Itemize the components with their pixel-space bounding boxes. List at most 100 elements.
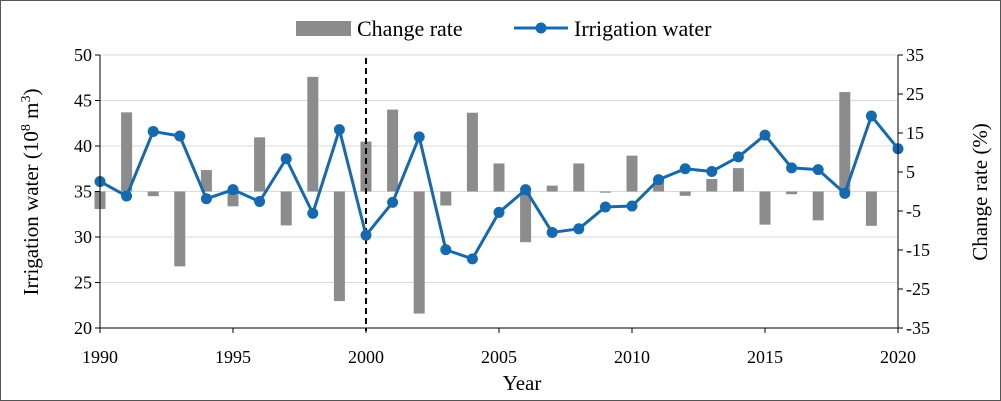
x-tick-label: 2010 [614, 347, 650, 367]
y-left-axis-title: Irrigation water (108 m3) [19, 88, 43, 295]
legend-swatch-irrigation-marker [535, 22, 547, 34]
bar-change-rate-1993 [174, 191, 186, 267]
point-irrigation-water-2018 [839, 187, 851, 199]
y-right-tick-label: -15 [906, 240, 930, 260]
y-left-title-part2: m [19, 102, 43, 124]
bar-change-rate-1992 [147, 191, 159, 197]
x-tick-label: 1990 [82, 347, 118, 367]
point-irrigation-water-1993 [174, 130, 186, 142]
x-tick-label: 2015 [747, 347, 783, 367]
x-tick-labels: 1990 1995 2000 2005 2010 2015 2020 [82, 347, 916, 367]
point-irrigation-water-2014 [732, 151, 744, 163]
point-irrigation-water-2001 [387, 196, 399, 208]
bar-change-rate-2001 [387, 109, 399, 192]
point-irrigation-water-2000 [360, 229, 372, 241]
bar-change-rate-1997 [280, 191, 292, 226]
bar-change-rate-2015 [759, 191, 771, 225]
y-left-tick-label: 20 [74, 318, 92, 338]
y-left-title-sup1: 8 [19, 124, 34, 131]
point-irrigation-water-2007 [546, 226, 558, 238]
point-irrigation-water-1991 [121, 190, 133, 202]
bar-change-rate-2009 [599, 191, 611, 193]
bar-change-rate-1996 [254, 137, 266, 192]
bar-change-rate-1994 [200, 170, 212, 192]
bar-change-rate-2014 [732, 168, 744, 192]
bar-change-rate-1999 [333, 191, 345, 302]
bar-change-rate-2016 [786, 191, 798, 195]
y-left-tick-labels: 20 25 30 35 40 45 50 [74, 45, 92, 338]
point-irrigation-water-2009 [599, 201, 611, 213]
point-irrigation-water-1995 [227, 184, 239, 196]
line-series-irrigation-water [94, 110, 904, 265]
x-tick-label: 2000 [348, 347, 384, 367]
y-left-tick-label: 30 [74, 227, 92, 247]
bar-change-rate-2018 [839, 92, 851, 192]
point-irrigation-water-2011 [653, 174, 665, 186]
bar-change-rate-2003 [440, 191, 452, 206]
bar-change-rate-2008 [573, 163, 585, 192]
axes [95, 54, 903, 333]
bar-change-rate-2007 [546, 185, 558, 192]
y-right-tick-label: -25 [906, 279, 930, 299]
bar-change-rate-2005 [493, 163, 505, 192]
y-right-axis-title: Change rate (%) [968, 123, 992, 261]
point-irrigation-water-2017 [812, 164, 824, 176]
point-irrigation-water-2015 [759, 129, 771, 141]
y-left-title-sup2: 3 [19, 95, 34, 102]
bar-change-rate-2011 [653, 180, 665, 192]
point-irrigation-water-2008 [573, 223, 585, 235]
point-irrigation-water-2012 [679, 163, 691, 175]
x-axis-title: Year [503, 371, 542, 395]
point-irrigation-water-1992 [147, 125, 159, 137]
bar-change-rate-1991 [121, 112, 133, 192]
point-irrigation-water-1999 [333, 124, 345, 136]
legend: Change rate Irrigation water [296, 16, 712, 41]
bar-change-rate-2006 [520, 191, 532, 243]
point-irrigation-water-1998 [307, 207, 319, 219]
point-irrigation-water-2019 [865, 110, 877, 122]
bar-change-rate-2004 [466, 112, 478, 192]
point-irrigation-water-1996 [254, 196, 266, 208]
y-left-tick-label: 25 [74, 273, 92, 293]
bar-change-rate-1998 [307, 76, 319, 192]
point-irrigation-water-2006 [520, 184, 532, 196]
y-left-tick-label: 40 [74, 136, 92, 156]
legend-swatch-change-rate [296, 21, 351, 36]
bar-change-rate-2000 [360, 141, 372, 192]
legend-label-change-rate: Change rate [357, 16, 463, 41]
point-irrigation-water-1994 [200, 193, 212, 205]
y-left-tick-label: 35 [74, 182, 92, 202]
y-left-title-close: ) [19, 88, 43, 95]
y-right-tick-label: -5 [906, 201, 921, 221]
bar-change-rate-2002 [413, 191, 425, 314]
bar-change-rate-2019 [865, 191, 877, 226]
y-right-tick-label: 25 [906, 84, 924, 104]
y-right-tick-label: -35 [906, 318, 930, 338]
y-left-title-part1: Irrigation water (10 [19, 131, 43, 295]
y-left-tick-label: 50 [74, 45, 92, 65]
point-irrigation-water-2003 [440, 244, 452, 256]
y-right-tick-label: 35 [906, 45, 924, 65]
point-irrigation-water-2016 [786, 162, 798, 174]
point-irrigation-water-2002 [413, 131, 425, 143]
y-left-tick-label: 45 [74, 91, 92, 111]
point-irrigation-water-2004 [466, 253, 478, 265]
x-tick-label: 2020 [880, 347, 916, 367]
point-irrigation-water-2005 [493, 206, 505, 218]
y-right-tick-labels: -35 -25 -15 -5 5 15 25 35 [906, 45, 930, 338]
point-irrigation-water-2010 [626, 200, 638, 212]
legend-label-irrigation-water: Irrigation water [574, 16, 712, 41]
bar-change-rate-1995 [227, 191, 239, 207]
bar-change-rate-2010 [626, 155, 638, 192]
bar-change-rate-2013 [706, 179, 718, 192]
y-right-tick-label: 5 [906, 162, 915, 182]
bar-series-change-rate [94, 76, 877, 314]
bar-change-rate-2017 [812, 191, 824, 221]
x-tick-label: 2005 [481, 347, 517, 367]
y-right-tick-label: 15 [906, 123, 924, 143]
point-irrigation-water-2013 [706, 165, 718, 177]
bar-change-rate-2012 [679, 191, 691, 196]
x-tick-label: 1995 [215, 347, 251, 367]
